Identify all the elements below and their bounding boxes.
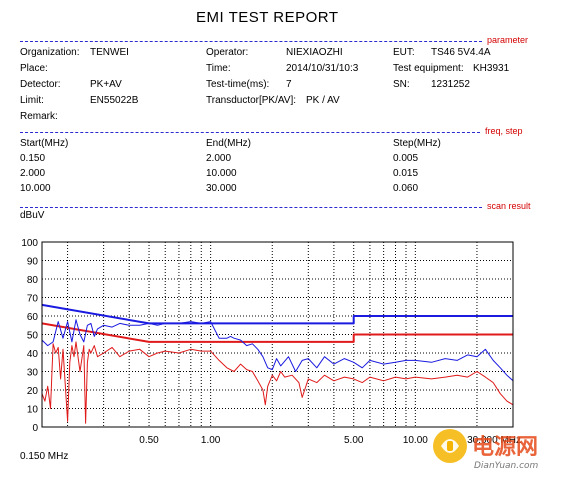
transductor-label: Transductor[PK/AV]:: [206, 95, 297, 106]
freq-cell: 0.060: [393, 183, 419, 194]
operator-value: NIEXIAOZHI: [286, 47, 343, 58]
y-tick-label: 80: [27, 275, 39, 286]
detector-value: PK+AV: [90, 79, 122, 90]
freq-cell: 10.000: [20, 183, 51, 194]
section-label-scan-result: scan result: [487, 201, 531, 211]
freq-cell: 30.000: [206, 183, 237, 194]
series-qp-limit: [41, 303, 513, 325]
freq-cell: 0.015: [393, 168, 419, 179]
eut-label: EUT:: [393, 47, 415, 58]
y-tick-label: 60: [27, 312, 39, 323]
test-time-label: Test-time(ms):: [206, 79, 270, 90]
y-tick-label: 50: [27, 331, 39, 342]
limit-label: Limit:: [20, 95, 44, 106]
series-peak-trace: [41, 319, 514, 382]
sn-label: SN:: [393, 79, 410, 90]
freq-cell: 2.000: [206, 153, 232, 164]
series-avg-trace: [41, 341, 514, 424]
sn-value: 1231252: [431, 79, 470, 90]
freq-cell: 0.150: [20, 153, 46, 164]
y-tick-label: 40: [27, 349, 39, 360]
eut-value: TS46 5V4.4A: [431, 47, 491, 58]
section-divider: [20, 132, 480, 133]
freq-cell: 0.005: [393, 153, 419, 164]
watermark-brand-text: 电源网: [472, 435, 538, 460]
y-axis-unit-label: dBuV: [20, 210, 45, 221]
time-value: 2014/10/31/10:3: [286, 63, 359, 74]
x-axis-start-label: 0.150 MHz: [20, 451, 69, 462]
test-time-value: 7: [286, 79, 292, 90]
plot-area-border: [41, 241, 514, 428]
test-equipment-label: Test equipment:: [393, 63, 464, 74]
y-tick-label: 0: [32, 423, 38, 434]
y-tick-label: 10: [27, 405, 39, 416]
section-label-parameter: parameter: [487, 35, 529, 45]
freq-header-end: End(MHz): [206, 138, 252, 149]
freq-cell: 10.000: [206, 168, 237, 179]
x-tick-label: 30.000 MHz: [467, 435, 521, 446]
organization-label: Organization:: [20, 47, 80, 58]
x-tick-label: 1.00: [201, 435, 221, 446]
detector-label: Detector:: [20, 79, 61, 90]
section-label-freq-step: freq, step: [485, 126, 523, 136]
x-tick-label: 5.00: [344, 435, 364, 446]
remark-label: Remark:: [20, 111, 58, 122]
test-equipment-value: KH3931: [473, 63, 510, 74]
operator-label: Operator:: [206, 47, 249, 58]
section-divider: [20, 207, 482, 208]
freq-header-start: Start(MHz): [20, 138, 69, 149]
y-tick-label: 70: [27, 294, 39, 305]
chart-ticks: 0 10 20 30 40 50 60 70 80 90 100 0.50 1.00 5.00 10.00 3…: [21, 238, 521, 446]
section-divider: [20, 41, 482, 42]
organization-value: TENWEI: [90, 47, 129, 58]
dianyuan-watermark-logo: 电源网 DianYuan.com: [433, 429, 539, 471]
transductor-value: PK / AV: [306, 95, 340, 106]
y-tick-label: 90: [27, 257, 39, 268]
chart-grid: [42, 242, 513, 427]
chart-series: [41, 303, 514, 424]
x-tick-label: 10.00: [403, 435, 428, 446]
limit-value: EN55022B: [90, 95, 139, 106]
time-label: Time:: [206, 63, 231, 74]
freq-header-step: Step(MHz): [393, 138, 441, 149]
place-label: Place:: [20, 63, 48, 74]
x-tick-label: 0.50: [139, 435, 159, 446]
y-tick-label: 20: [27, 386, 39, 397]
report-title: EMI TEST REPORT: [196, 9, 339, 26]
watermark-site-text: DianYuan.com: [474, 461, 539, 471]
freq-cell: 2.000: [20, 168, 46, 179]
y-tick-label: 100: [21, 238, 38, 249]
series-avg-limit: [41, 322, 513, 343]
y-tick-label: 30: [27, 368, 39, 379]
chart-frame: [41, 241, 514, 428]
